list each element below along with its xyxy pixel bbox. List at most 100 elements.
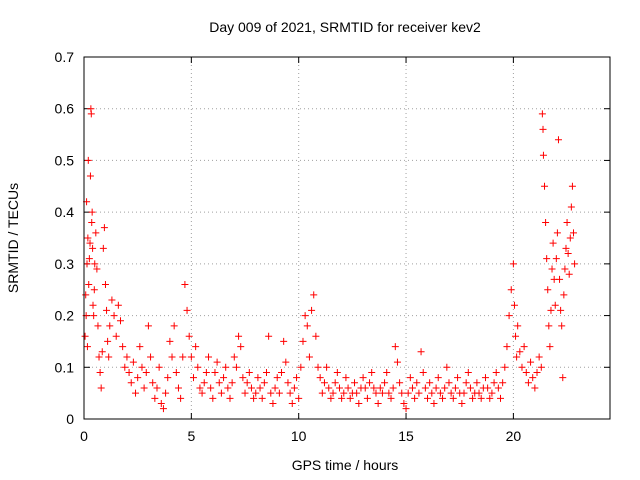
data-point: [481, 374, 489, 382]
data-point: [295, 394, 303, 402]
data-point: [447, 389, 455, 397]
data-point: [320, 379, 328, 387]
data-point: [254, 374, 262, 382]
data-point: [541, 182, 549, 190]
data-point: [533, 368, 541, 376]
data-point: [535, 353, 543, 361]
data-point: [235, 332, 243, 340]
data-point: [408, 384, 416, 392]
data-point: [170, 322, 178, 330]
x-tick-label: 5: [187, 428, 195, 444]
data-point: [531, 384, 539, 392]
data-point: [252, 389, 260, 397]
data-point: [411, 394, 419, 402]
data-point: [157, 399, 165, 407]
data-point: [546, 343, 554, 351]
data-point: [361, 384, 369, 392]
data-point: [499, 379, 507, 387]
data-point: [258, 394, 266, 402]
data-point: [119, 343, 127, 351]
data-point: [424, 394, 432, 402]
data-point: [110, 312, 118, 320]
data-point: [179, 353, 187, 361]
data-point: [510, 301, 518, 309]
data-point: [267, 389, 275, 397]
data-point: [436, 389, 444, 397]
y-tick-label: 0.3: [55, 256, 75, 272]
data-point: [260, 379, 268, 387]
data-point: [299, 337, 307, 345]
data-point: [256, 384, 264, 392]
x-tick-label: 20: [506, 428, 522, 444]
data-point: [524, 379, 532, 387]
data-point: [194, 363, 202, 371]
data-point: [164, 374, 172, 382]
data-point: [101, 281, 109, 289]
data-points: [81, 105, 579, 413]
x-tick-label: 15: [398, 428, 414, 444]
data-point: [507, 286, 515, 294]
y-tick-label: 0.7: [55, 49, 75, 65]
y-axis-label: SRMTID / TECUs: [5, 183, 21, 293]
data-point: [473, 379, 481, 387]
data-point: [93, 265, 101, 273]
data-point: [250, 394, 258, 402]
data-point: [359, 374, 367, 382]
grid-lines: [84, 57, 610, 419]
data-point: [439, 394, 447, 402]
data-point: [415, 389, 423, 397]
data-point: [505, 312, 513, 320]
data-point: [84, 234, 92, 242]
data-point: [512, 332, 520, 340]
data-point: [567, 203, 575, 211]
data-point: [151, 394, 159, 402]
data-point: [565, 270, 573, 278]
data-point: [166, 337, 174, 345]
data-point: [245, 368, 253, 376]
data-point: [162, 389, 170, 397]
data-point: [490, 379, 498, 387]
data-point: [87, 110, 95, 118]
data-point: [84, 156, 92, 164]
data-point: [497, 394, 505, 402]
data-point: [265, 332, 273, 340]
data-point: [333, 368, 341, 376]
data-point: [449, 394, 457, 402]
data-point: [189, 374, 197, 382]
data-point: [527, 358, 535, 366]
data-point: [372, 389, 380, 397]
data-point: [477, 394, 485, 402]
data-point: [323, 363, 331, 371]
data-point: [561, 265, 569, 273]
data-point: [144, 322, 152, 330]
data-point: [91, 260, 99, 268]
data-point: [310, 291, 318, 299]
y-tick-label: 0.6: [55, 101, 75, 117]
data-point: [492, 368, 500, 376]
data-point: [92, 229, 100, 237]
data-point: [220, 374, 228, 382]
data-point: [200, 379, 208, 387]
data-point: [513, 353, 521, 361]
data-point: [552, 255, 560, 263]
data-point: [172, 368, 180, 376]
data-point: [417, 348, 425, 356]
data-point: [280, 337, 288, 345]
data-point: [177, 394, 185, 402]
data-point: [554, 136, 562, 144]
data-point: [114, 301, 122, 309]
data-point: [88, 208, 96, 216]
data-point: [570, 229, 578, 237]
x-tick-label: 10: [291, 428, 307, 444]
data-point: [243, 379, 251, 387]
data-point: [559, 374, 567, 382]
data-point: [185, 332, 193, 340]
data-point: [529, 374, 537, 382]
data-point: [149, 379, 157, 387]
data-point: [514, 322, 522, 330]
x-axis-label: GPS time / hours: [292, 457, 399, 473]
data-point: [389, 384, 397, 392]
data-point: [503, 343, 511, 351]
data-point: [342, 374, 350, 382]
data-point: [85, 281, 93, 289]
